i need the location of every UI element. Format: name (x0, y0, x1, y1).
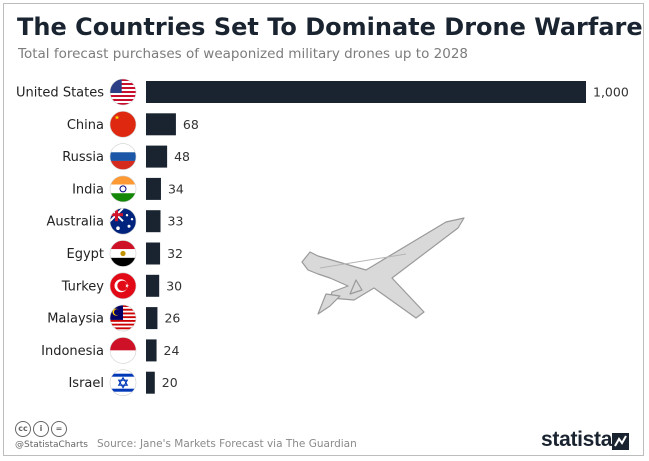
flag-id-icon (110, 337, 136, 364)
bar (146, 307, 158, 330)
flag-tr-icon (110, 272, 136, 299)
flag-outline (109, 369, 137, 397)
flag-outline (109, 240, 137, 267)
drone-illustration (301, 217, 465, 319)
value-label: 34 (168, 181, 184, 196)
statista-logo-text: statista (541, 428, 613, 451)
flag-in-icon (110, 175, 136, 202)
category-label: United States (16, 86, 104, 101)
value-label: 68 (183, 117, 199, 132)
flag-outline (109, 337, 137, 364)
value-label: 20 (162, 375, 178, 390)
chart-title: The Countries Set To Dominate Drone Warf… (17, 13, 643, 41)
bar (146, 81, 586, 103)
license-icons: cc i = (15, 421, 69, 440)
bar (146, 145, 168, 168)
category-label: Malaysia (47, 312, 104, 327)
bar (146, 210, 161, 233)
flag-outline (109, 304, 137, 332)
bar (146, 177, 161, 200)
flag-il-icon (110, 369, 136, 396)
value-label: 32 (167, 246, 183, 261)
value-label: 24 (164, 343, 180, 358)
bar (146, 242, 161, 265)
category-label: Australia (46, 215, 104, 230)
flag-outline (109, 143, 137, 170)
flag-cn-icon (110, 111, 136, 138)
flag-outline (109, 78, 137, 106)
flag-eg-icon (110, 240, 136, 267)
bar (146, 371, 155, 394)
chart-subtitle: Total forecast purchases of weaponized m… (18, 46, 468, 62)
category-label: Russia (62, 150, 104, 165)
flag-outline (109, 207, 137, 235)
bar (146, 113, 176, 136)
category-label: India (72, 182, 104, 197)
category-label: Indonesia (41, 344, 104, 359)
bar (146, 339, 157, 362)
twitter-handle: @StatistaCharts (15, 440, 88, 450)
by-icon: i (33, 421, 49, 437)
category-label: Egypt (66, 247, 104, 262)
value-label: 26 (164, 311, 180, 326)
category-label: Turkey (61, 279, 105, 294)
nd-icon: = (51, 421, 67, 437)
flag-my-icon (110, 305, 136, 332)
value-label: 30 (166, 278, 182, 293)
source-text: Source: Jane's Markets Forecast via The … (97, 438, 357, 450)
value-label: 1,000 (593, 85, 629, 100)
cc-icon: cc (15, 421, 31, 437)
flag-outline (109, 111, 137, 138)
value-label: 33 (168, 214, 184, 229)
value-label: 48 (174, 149, 190, 164)
chart-frame (3, 3, 644, 456)
bar (146, 274, 160, 297)
category-label: China (67, 118, 104, 133)
flag-ru-icon (110, 143, 136, 170)
statista-logo-icon (612, 433, 629, 450)
flag-outline (109, 175, 137, 203)
flag-us-icon (110, 79, 136, 105)
category-label: Israel (68, 376, 104, 391)
flag-outline (109, 272, 137, 300)
